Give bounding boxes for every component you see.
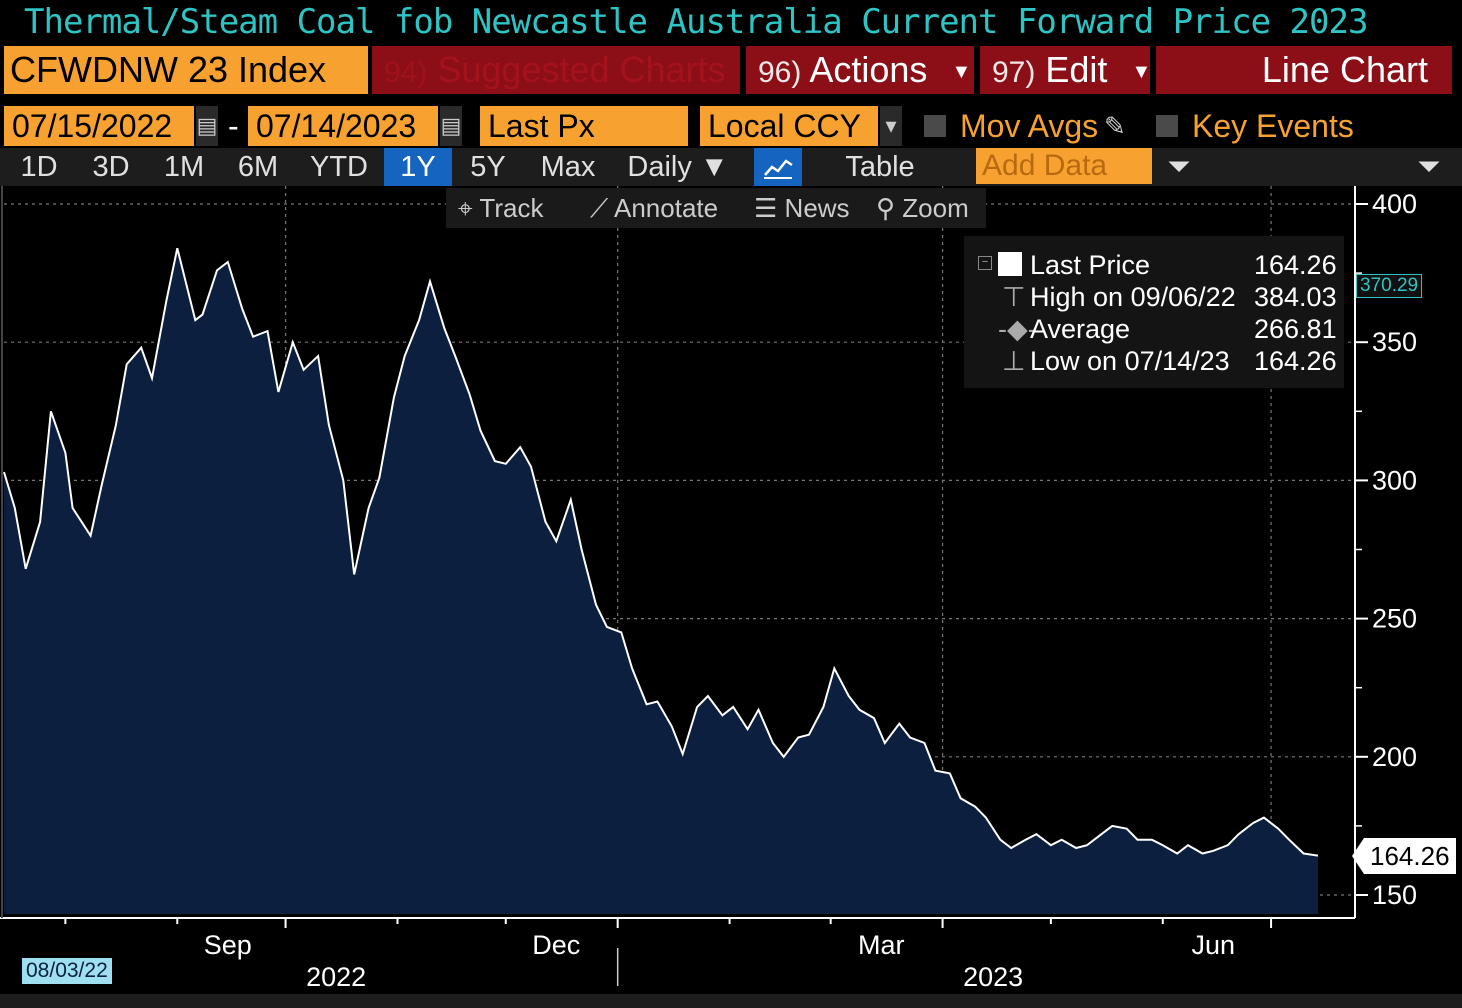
add-data-placeholder: Add Data (982, 149, 1108, 182)
mov-avgs-label: Mov Avgs (960, 108, 1099, 144)
actions-menu-button[interactable]: 96) Actions ▼ (746, 46, 974, 94)
window-title: Thermal/Steam Coal fob Newcastle Austral… (0, 0, 1462, 44)
price-line (3, 247, 1319, 857)
y-tick-label: 200 (1372, 742, 1417, 772)
x-year-label: 2022 (306, 962, 366, 992)
period-3d[interactable]: 3D (92, 151, 130, 183)
y-tick-label: 350 (1372, 327, 1417, 357)
track-tool[interactable]: ⌖ Track (458, 190, 543, 226)
price-area (4, 248, 1318, 914)
table-button[interactable]: Table (845, 151, 915, 183)
pencil-icon: ⟋ (590, 193, 609, 223)
suggested-label: Suggested Charts (437, 49, 726, 90)
price-chart[interactable]: 150 200 250 300 350 400 Sep Dec Mar Jun 2022 2023 (0, 186, 1462, 994)
filter-icon[interactable]: ⏷ (1417, 151, 1441, 183)
chart-legend (964, 236, 1344, 388)
period-1m[interactable]: 1M (163, 151, 205, 183)
y-tick-label: 250 (1372, 604, 1417, 634)
start-date-input[interactable]: 07/15/2022 (4, 106, 194, 146)
suggested-number: 94) (384, 56, 428, 89)
mov-avgs-checkbox[interactable] (924, 115, 946, 137)
legend-last-value: 164.26 (1254, 250, 1337, 280)
calendar-icon[interactable]: ▤ (440, 106, 462, 146)
y-tick-label: 400 (1372, 189, 1417, 219)
period-1d[interactable]: 1D (20, 151, 58, 183)
legend-high-value: 384.03 (1254, 282, 1337, 312)
currency-select[interactable]: Local CCY (700, 106, 878, 146)
average-marker-icon: -◆- (998, 314, 1037, 344)
ticker-field[interactable]: CFWDNW 23 Index (4, 46, 368, 94)
legend-average-label: Average (1030, 314, 1131, 344)
add-data-input[interactable]: Add Data (976, 148, 1152, 184)
suggested-charts-button[interactable]: 94) Suggested Charts (372, 46, 740, 94)
legend-last-label: Last Price (1030, 250, 1151, 280)
edit-label: Edit (1045, 49, 1108, 90)
period-toolbar (0, 148, 1462, 186)
chevron-down-icon[interactable]: ▾ (880, 106, 902, 146)
legend-swatch (998, 252, 1022, 276)
last-value-tag: 164.26 (1364, 838, 1456, 874)
zoom-label: Zoom (902, 193, 969, 223)
date-tag: 08/03/22 (22, 958, 112, 984)
field-select[interactable]: Last Px (480, 106, 688, 146)
legend-average-value: 266.81 (1254, 314, 1337, 344)
edit-menu-button[interactable]: 97) Edit ▼ (980, 46, 1152, 94)
low-marker-icon: ⊥ (1002, 346, 1026, 376)
cursor-value-tag: 370.29 (1356, 274, 1423, 298)
y-tick-label: 150 (1372, 880, 1417, 910)
line-chart-icon[interactable] (754, 148, 802, 186)
frequency-select[interactable]: Daily ▼ (614, 148, 742, 186)
track-label: Track (479, 193, 544, 223)
annotate-tool[interactable]: ⟋ Annotate (590, 190, 718, 226)
legend-low-value: 164.26 (1254, 346, 1337, 376)
pencil-icon[interactable]: ✎ (1104, 111, 1126, 141)
crosshair-icon: ⌖ (458, 193, 473, 223)
chevron-down-icon: ▼ (951, 61, 972, 84)
news-tool[interactable]: ☰ News (754, 190, 850, 226)
high-marker-icon: ⊤ (1002, 282, 1026, 312)
period-5y[interactable]: 5Y (470, 151, 506, 183)
period-6m[interactable]: 6M (237, 151, 279, 183)
annotate-label: Annotate (614, 193, 719, 223)
key-events-label: Key Events (1192, 108, 1354, 144)
news-label: News (784, 193, 850, 223)
date-separator: - (228, 108, 239, 144)
edit-number: 97) (992, 56, 1036, 89)
actions-number: 96) (758, 56, 802, 89)
bottom-scrollbar[interactable] (0, 994, 1462, 1008)
period-max[interactable]: Max (540, 151, 596, 183)
x-tick-label: Dec (532, 930, 580, 960)
period-1y[interactable]: 1Y (384, 148, 452, 186)
magnifier-icon: ⚲ (876, 193, 896, 223)
chart-type-button[interactable]: Line Chart (1156, 46, 1452, 94)
filter-icon[interactable]: ⏷ (1167, 151, 1191, 183)
x-tick-label: Sep (204, 930, 252, 960)
key-events-checkbox[interactable] (1156, 115, 1178, 137)
actions-label: Actions (809, 49, 928, 90)
zoom-tool[interactable]: ⚲ Zoom (876, 190, 969, 226)
y-tick-label: 300 (1372, 465, 1417, 495)
legend-high-label: High on 09/06/22 (1030, 282, 1236, 312)
chart-tools-bar (446, 188, 986, 228)
legend-low-label: Low on 07/14/23 (1030, 346, 1230, 376)
calendar-icon[interactable]: ▤ (196, 106, 218, 146)
frequency-label: Daily (627, 151, 692, 183)
period-ytd[interactable]: YTD (310, 151, 368, 183)
end-date-input[interactable]: 07/14/2023 (248, 106, 438, 146)
x-year-label: 2023 (963, 962, 1023, 992)
collapse-icon[interactable]: − (978, 256, 992, 270)
news-icon: ☰ (754, 193, 778, 223)
chevron-down-icon: ▼ (699, 151, 729, 183)
x-tick-label: Jun (1192, 930, 1236, 960)
last-value-pointer (1352, 838, 1364, 874)
x-tick-label: Mar (858, 930, 905, 960)
chevron-down-icon: ▼ (1131, 61, 1152, 84)
